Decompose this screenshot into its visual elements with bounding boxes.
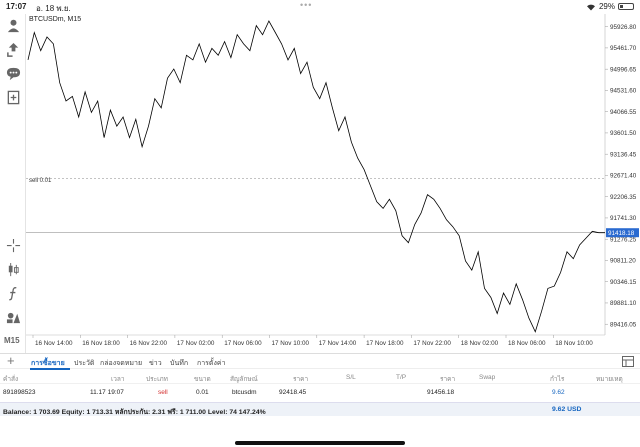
active-tab-indicator <box>30 368 70 370</box>
objects-icon[interactable] <box>3 308 23 326</box>
terminal-tabs: + การซื้อขาย ประวัติ กล่องจดหมาย ข่าว บั… <box>0 353 640 370</box>
col-comment[interactable]: หมายเหตุ <box>596 376 623 383</box>
current-price-label: 91418.18 <box>608 230 635 237</box>
order-line-label[interactable]: sell 0.01 <box>29 178 52 184</box>
row-current-price: 91456.18 <box>427 389 455 396</box>
x-tick-label: 16 Nov 18:00 <box>82 340 120 347</box>
table-row[interactable]: 891898523 11.17 19:07 sell 0.01 btcusdm … <box>0 386 640 399</box>
row-price: 92418.45 <box>279 389 307 396</box>
crosshair-icon[interactable] <box>3 236 23 254</box>
status-date: อ. 18 พ.ย. <box>36 4 71 13</box>
tab-trade[interactable]: การซื้อขาย <box>31 360 65 367</box>
x-tick-label: 16 Nov 14:00 <box>35 340 73 347</box>
tab-history[interactable]: ประวัติ <box>74 360 95 367</box>
col-sl[interactable]: S/L <box>346 374 356 381</box>
x-tick-label: 17 Nov 06:00 <box>224 340 262 347</box>
user-icon[interactable] <box>3 16 23 34</box>
left-toolbar: M15 <box>0 14 26 353</box>
x-tick-label: 17 Nov 18:00 <box>366 340 404 347</box>
col-time[interactable]: เวลา <box>111 376 125 383</box>
x-tick-label: 18 Nov 06:00 <box>508 340 546 347</box>
col-current-price[interactable]: ราคา <box>440 376 456 383</box>
col-order[interactable]: คำสั่ง <box>3 376 19 383</box>
home-indicator[interactable] <box>235 441 405 445</box>
y-tick-label: 94531.60 <box>610 88 637 95</box>
wifi-icon <box>586 4 595 10</box>
trade-arrows-icon[interactable] <box>3 40 23 58</box>
y-tick-label: 89416.05 <box>610 321 637 328</box>
total-profit: 9.62 USD <box>552 406 582 413</box>
chart-canvas[interactable]: 95926.80 95461.70 94996.65 94531.60 94066.55… <box>26 14 640 353</box>
row-size: 0.01 <box>196 389 209 396</box>
col-size[interactable]: ขนาด <box>194 376 211 383</box>
y-tick-label: 89881.10 <box>610 300 637 307</box>
y-tick-label: 93136.45 <box>610 151 637 158</box>
y-tick-label: 93601.50 <box>610 130 637 137</box>
row-type: sell <box>158 389 168 396</box>
y-tick-label: 94066.55 <box>610 109 637 116</box>
col-profit[interactable]: กำไร <box>550 376 565 383</box>
battery-percent: 29% <box>598 2 615 11</box>
tab-journal[interactable]: บันทึก <box>170 360 189 367</box>
price-chart[interactable]: 95926.80 95461.70 94996.65 94531.60 94066.55… <box>26 14 640 353</box>
x-tick-label: 17 Nov 22:00 <box>413 340 451 347</box>
panel-toggle-icon[interactable] <box>622 356 634 367</box>
positions-table-header: คำสั่ง เวลา ประเภท ขนาด สัญลักษณ์ ราคา S… <box>0 371 640 384</box>
add-chart-icon[interactable] <box>3 88 23 106</box>
y-tick-label: 92206.35 <box>610 194 637 201</box>
balance-bar: Balance: 1 703.69 Equity: 1 713.31 หลักป… <box>0 402 640 416</box>
col-swap[interactable]: Swap <box>479 374 496 381</box>
x-tick-label: 16 Nov 22:00 <box>130 340 168 347</box>
current-price-tag <box>606 228 639 238</box>
x-tick-label: 18 Nov 02:00 <box>461 340 499 347</box>
x-tick-label: 17 Nov 02:00 <box>177 340 215 347</box>
add-icon[interactable]: + <box>7 353 15 368</box>
y-tick-label: 92671.40 <box>610 173 637 180</box>
x-tick-label: 17 Nov 14:00 <box>319 340 357 347</box>
tab-news[interactable]: ข่าว <box>149 360 162 367</box>
row-profit: 9.62 <box>552 389 565 396</box>
col-symbol[interactable]: สัญลักษณ์ <box>230 376 258 383</box>
y-tick-label: 91741.30 <box>610 215 637 222</box>
y-tick-label: 94996.65 <box>610 66 637 73</box>
function-icon[interactable] <box>3 284 23 302</box>
tab-settings[interactable]: การตั้งค่า <box>197 360 226 367</box>
tab-mailbox[interactable]: กล่องจดหมาย <box>100 360 143 367</box>
balance-summary: Balance: 1 703.69 Equity: 1 713.31 หลักป… <box>3 409 266 416</box>
row-time: 11.17 19:07 <box>90 389 124 396</box>
col-type[interactable]: ประเภท <box>146 376 168 383</box>
y-tick-label: 90346.15 <box>610 279 637 286</box>
price-series-line <box>27 20 605 333</box>
chart-symbol: BTCUSDm, M15 <box>29 16 82 23</box>
status-bar: 17:07 อ. 18 พ.ย. ••• 29% <box>0 0 640 14</box>
col-tp[interactable]: T/P <box>396 374 407 381</box>
y-tick-label: 90811.20 <box>610 258 636 265</box>
battery-icon <box>618 3 634 10</box>
y-tick-label: 95461.70 <box>610 45 637 52</box>
y-tick-label: 95926.80 <box>610 24 637 31</box>
multitask-dots[interactable]: ••• <box>300 0 313 10</box>
x-tick-label: 18 Nov 10:00 <box>555 340 593 347</box>
status-time: 17:07 <box>6 2 27 11</box>
row-symbol: btcusdm <box>232 389 257 396</box>
candlestick-icon[interactable] <box>3 260 23 278</box>
col-price[interactable]: ราคา <box>293 376 309 383</box>
chat-icon[interactable] <box>3 64 23 82</box>
row-order: 891898523 <box>3 389 36 396</box>
timeframe-label[interactable]: M15 <box>4 336 20 345</box>
y-tick-label: 91276.25 <box>610 236 637 243</box>
x-tick-label: 17 Nov 10:00 <box>272 340 310 347</box>
